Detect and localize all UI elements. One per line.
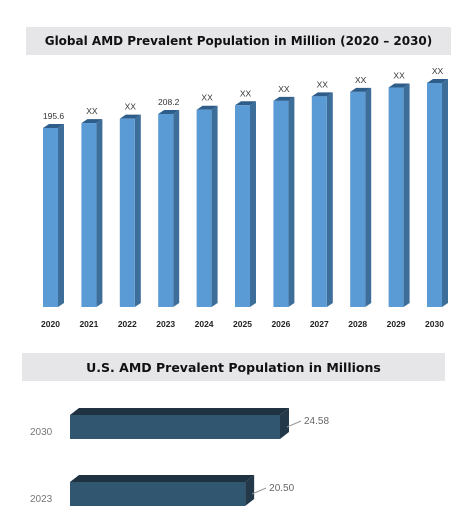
bar-side-2024 xyxy=(211,105,218,308)
bar-top-2024 xyxy=(196,105,218,110)
bar-top-2021 xyxy=(81,119,103,124)
hbar-2023 xyxy=(70,482,246,506)
hbar-2030 xyxy=(70,415,280,439)
data-label-2027: XX xyxy=(317,79,329,89)
hbar-top-2030 xyxy=(70,408,289,415)
bar-top-2023 xyxy=(158,109,180,114)
x-tick-2028: 2028 xyxy=(348,319,367,329)
data-label-2029: XX xyxy=(393,70,405,80)
leader-line-2023 xyxy=(251,487,267,495)
data-label-2023: 208.2 xyxy=(158,97,180,107)
x-tick-2029: 2029 xyxy=(387,319,406,329)
data-label-2020: 195.6 xyxy=(43,111,65,121)
bar-top-2025 xyxy=(235,101,256,106)
y-tick-2023: 2023 xyxy=(30,494,53,505)
data-label-2030: XX xyxy=(432,66,444,76)
x-tick-2024: 2024 xyxy=(195,319,214,329)
bar-side-2030 xyxy=(442,79,448,307)
bar-2028 xyxy=(350,91,366,307)
bar-side-2023 xyxy=(173,109,180,307)
x-tick-2020: 2020 xyxy=(41,319,60,329)
bar-2026 xyxy=(273,100,289,308)
bar-side-2027 xyxy=(326,92,333,307)
bar-side-2029 xyxy=(403,83,410,307)
x-tick-2030: 2030 xyxy=(425,319,444,329)
y-tick-2030: 2030 xyxy=(30,427,53,438)
data-label-2028: XX xyxy=(355,75,367,85)
data-label-2026: XX xyxy=(278,84,290,94)
bar-2023 xyxy=(158,113,174,307)
data-label-2022: XX xyxy=(125,102,137,112)
bar-side-2022 xyxy=(134,114,141,308)
x-tick-2023: 2023 xyxy=(156,319,175,329)
bar-top-2020 xyxy=(43,124,64,128)
hbar-label-2023: 20.50 xyxy=(269,483,294,494)
bar-side-2028 xyxy=(365,87,372,307)
bar-2020 xyxy=(43,128,58,307)
bar-2029 xyxy=(388,87,404,307)
bar-2022 xyxy=(119,118,135,308)
hbar-side-2023 xyxy=(245,475,255,506)
bar-2024 xyxy=(196,109,212,308)
bar-2030 xyxy=(427,83,442,307)
leader-line-2030 xyxy=(286,420,302,428)
bar-2027 xyxy=(311,96,327,307)
bar-2025 xyxy=(235,105,250,308)
bar-2021 xyxy=(81,123,97,308)
bar-top-2030 xyxy=(427,79,448,83)
hbar-label-2030: 24.58 xyxy=(304,416,329,427)
x-tick-2021: 2021 xyxy=(79,319,98,329)
bar-top-2029 xyxy=(388,83,410,88)
bar-side-2021 xyxy=(96,119,103,308)
bar-top-2028 xyxy=(350,87,372,92)
data-label-2024: XX xyxy=(201,93,213,103)
us-chart-title: U.S. AMD Prevalent Population in Million… xyxy=(22,353,445,381)
x-tick-2025: 2025 xyxy=(233,319,252,329)
hbar-top-2023 xyxy=(70,475,255,482)
bar-top-2027 xyxy=(311,92,333,97)
data-label-2021: XX xyxy=(86,106,98,116)
bar-top-2022 xyxy=(119,114,141,119)
bar-side-2020 xyxy=(58,124,64,307)
global-chart-title: Global AMD Prevalent Population in Milli… xyxy=(26,27,451,55)
bar-side-2026 xyxy=(288,96,295,308)
bar-top-2026 xyxy=(273,96,295,101)
bar-side-2025 xyxy=(250,101,256,308)
x-tick-2026: 2026 xyxy=(271,319,290,329)
hbar-side-2030 xyxy=(280,408,289,439)
x-tick-2022: 2022 xyxy=(118,319,137,329)
data-label-2025: XX xyxy=(240,88,252,98)
x-tick-2027: 2027 xyxy=(310,319,329,329)
